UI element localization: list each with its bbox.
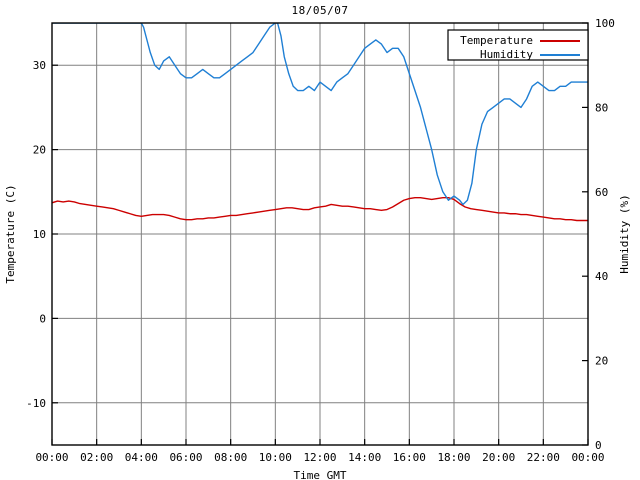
- legend-label-temperature[interactable]: Temperature: [460, 34, 533, 47]
- series-line-humidity: [52, 23, 588, 206]
- x-tick-label: 16:00: [393, 451, 426, 464]
- y-tick-label-right: 0: [595, 439, 602, 452]
- series-line-temperature: [52, 197, 588, 222]
- x-tick-label: 12:00: [303, 451, 336, 464]
- x-tick-label: 22:00: [527, 451, 560, 464]
- ticks-layer: [51, 22, 589, 446]
- y-tick-label-left: 20: [33, 144, 46, 157]
- x-tick-label: 00:00: [571, 451, 604, 464]
- legend-label-humidity[interactable]: Humidity: [480, 48, 533, 61]
- chart-title: 18/05/07: [291, 4, 349, 17]
- y-tick-label-left: 0: [39, 312, 46, 325]
- grid-horizontal: [52, 64, 588, 404]
- x-axis-title: Time GMT: [294, 469, 347, 480]
- y-tick-label-right: 60: [595, 186, 608, 199]
- y-tick-label-left: 10: [33, 228, 46, 241]
- x-tick-label: 14:00: [348, 451, 381, 464]
- x-tick-label: 20:00: [482, 451, 515, 464]
- tick-labels-layer: 00:00 02:00 04:00 06:00 08:00 10:00 12:00 14:00…: [26, 17, 615, 464]
- x-tick-label: 08:00: [214, 451, 247, 464]
- x-tick-label: 04:00: [125, 451, 158, 464]
- y-tick-label-left: 30: [33, 59, 46, 72]
- x-tick-label: 02:00: [80, 451, 113, 464]
- y-tick-label-right: 20: [595, 355, 608, 368]
- x-tick-label: 06:00: [169, 451, 202, 464]
- y-axis-title-right: Humidity (%): [618, 194, 631, 273]
- x-tick-label: 10:00: [259, 451, 292, 464]
- y-tick-label-right: 40: [595, 270, 608, 283]
- series-layer: [52, 23, 588, 222]
- y-axis-title-left: Temperature (C): [4, 184, 17, 283]
- y-tick-label-right: 80: [595, 101, 608, 114]
- x-tick-label: 18:00: [437, 451, 470, 464]
- y-tick-label-left: -10: [26, 397, 46, 410]
- y-tick-label-right: 100: [595, 17, 615, 30]
- x-tick-label: 00:00: [35, 451, 68, 464]
